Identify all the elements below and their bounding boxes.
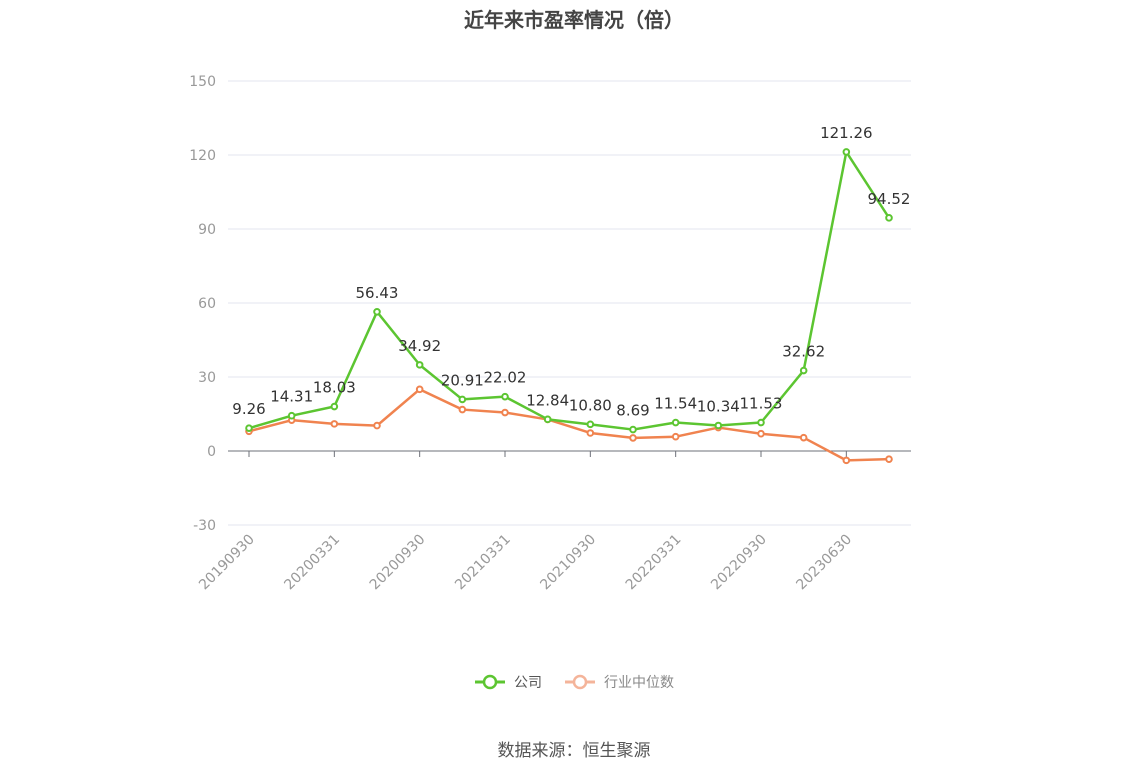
data-label: 18.03 [313, 379, 356, 397]
x-tick-label: 20210930 [537, 532, 599, 594]
point-company[interactable] [330, 402, 339, 411]
grid-lines [228, 80, 911, 526]
x-tick-label: 20200930 [367, 532, 429, 594]
point-company[interactable] [415, 361, 424, 369]
point-company[interactable] [885, 214, 893, 222]
x-axis: 20190930 20200331 20200930 20210331 20210930… [196, 450, 911, 594]
x-tick-label: 20210331 [452, 532, 514, 594]
point-company[interactable] [543, 415, 552, 424]
x-tick-label: 20220930 [708, 532, 770, 594]
data-label: 32.62 [782, 343, 825, 361]
chart-title: 近年来市盈率情况（倍） [464, 8, 684, 32]
point-company[interactable] [629, 425, 637, 434]
point-company[interactable] [458, 395, 467, 404]
legend-marker-industry-median [565, 674, 595, 690]
point-company[interactable] [501, 392, 509, 401]
point-industry-median[interactable] [373, 421, 381, 430]
point-company[interactable] [245, 424, 253, 432]
point-company[interactable] [586, 420, 595, 429]
x-tick-label: 20200331 [281, 532, 343, 594]
point-company[interactable] [287, 411, 296, 420]
data-label: 12.84 [526, 391, 569, 409]
y-tick-label: -30 [193, 518, 216, 534]
point-industry-median[interactable] [458, 405, 467, 414]
series-line-industry-median [248, 388, 890, 462]
point-company[interactable] [373, 308, 381, 316]
data-label: 11.53 [740, 395, 783, 413]
series-line-company [248, 150, 891, 431]
x-tick-label: 20190930 [196, 532, 258, 594]
data-label: 14.31 [270, 388, 313, 406]
y-tick-label: 30 [198, 370, 216, 386]
data-source: 数据来源：恒生聚源 [497, 741, 651, 761]
data-label: 10.80 [569, 396, 612, 414]
data-label: 121.26 [820, 124, 873, 142]
data-label: 94.52 [868, 190, 911, 208]
data-label: 8.69 [616, 402, 649, 420]
point-industry-median[interactable] [330, 420, 339, 428]
point-company[interactable] [799, 366, 808, 375]
point-company[interactable] [757, 418, 765, 427]
point-industry-median[interactable] [799, 433, 808, 442]
data-label: 9.26 [232, 400, 265, 418]
legend-item-company[interactable]: 公司 [474, 672, 542, 692]
pe-ratio-chart: -30 0 30 60 90 120 150 20190930 20200331 2020093… [189, 74, 911, 594]
point-industry-median[interactable] [586, 429, 595, 437]
point-company[interactable] [842, 148, 851, 156]
legend-label-industry-median: 行业中位数 [604, 675, 674, 691]
y-axis: -30 0 30 60 90 120 150 [189, 74, 216, 534]
legend: 公司 行业中位数 [0, 672, 1148, 692]
x-tick-label: 20230630 [793, 532, 855, 594]
point-company[interactable] [671, 418, 680, 427]
y-tick-label: 120 [189, 148, 216, 164]
data-label: 56.43 [356, 284, 399, 302]
y-tick-label: 0 [207, 444, 216, 460]
legend-marker-company [475, 674, 505, 690]
data-label: 34.92 [398, 337, 441, 355]
legend-item-industry-median[interactable]: 行业中位数 [564, 672, 674, 692]
x-tick-label: 20220331 [623, 532, 685, 594]
y-tick-label: 90 [198, 222, 216, 238]
data-label: 22.02 [484, 369, 527, 387]
point-company[interactable] [714, 421, 723, 430]
point-industry-median[interactable] [842, 456, 851, 465]
point-industry-median[interactable] [885, 455, 893, 463]
y-tick-label: 60 [198, 296, 216, 312]
point-industry-median[interactable] [501, 408, 509, 417]
data-label: 11.54 [654, 395, 697, 413]
legend-label-company: 公司 [514, 675, 542, 691]
data-label: 10.34 [697, 397, 740, 415]
data-label: 20.91 [441, 371, 484, 389]
point-industry-median[interactable] [415, 385, 424, 394]
point-industry-median[interactable] [629, 434, 637, 442]
point-industry-median[interactable] [757, 429, 765, 438]
series-layer [245, 148, 893, 465]
point-industry-median[interactable] [671, 432, 680, 441]
y-tick-label: 150 [189, 74, 216, 90]
